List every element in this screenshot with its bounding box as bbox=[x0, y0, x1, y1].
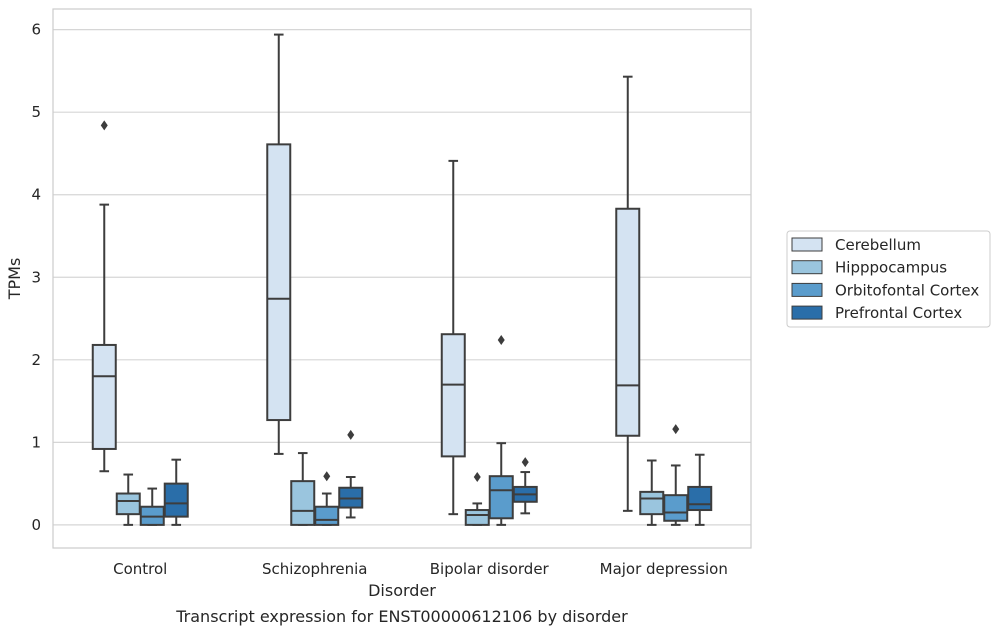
box-prefrontal-cortex-2 bbox=[512, 457, 538, 515]
box-iqr bbox=[266, 143, 292, 422]
box-iqr bbox=[464, 509, 490, 526]
legend-swatch bbox=[791, 260, 823, 275]
box-iqr bbox=[290, 480, 316, 526]
legend-label: Prefrontal Cortex bbox=[835, 304, 962, 322]
legend-label: Orbitofontal Cortex bbox=[835, 281, 979, 299]
x-tick-label: Major depression bbox=[600, 560, 728, 578]
legend-swatch bbox=[791, 282, 823, 297]
x-axis-ticks: Control Schizophrenia Bipolar disorder Majo… bbox=[113, 560, 728, 578]
legend-label: Hipppocampus bbox=[835, 259, 947, 277]
box-cerebellum-0 bbox=[91, 120, 117, 473]
box-hipppocampus-0 bbox=[115, 473, 141, 526]
x-tick-label: Control bbox=[113, 560, 167, 578]
x-tick-label: Bipolar disorder bbox=[430, 560, 550, 578]
box-iqr bbox=[115, 492, 141, 516]
legend-label: Cerebellum bbox=[835, 236, 921, 254]
chart-caption: Transcript expression for ENST0000061210… bbox=[175, 607, 628, 626]
box-iqr bbox=[91, 343, 117, 450]
box-prefrontal-cortex-1 bbox=[338, 429, 364, 519]
box-orbitofontal-cortex-3 bbox=[663, 424, 689, 526]
box-series-layer bbox=[91, 33, 713, 526]
legend: Cerebellum Hipppocampus Orbitofontal Corte… bbox=[786, 230, 991, 328]
legend-items: Cerebellum Hipppocampus Orbitofontal Corte… bbox=[791, 236, 979, 322]
y-tick-label: 2 bbox=[31, 351, 41, 369]
y-tick-label: 3 bbox=[31, 268, 41, 286]
outlier-point bbox=[100, 120, 108, 131]
box-iqr bbox=[639, 490, 665, 516]
box-iqr bbox=[687, 485, 713, 512]
y-tick-label: 0 bbox=[31, 516, 41, 534]
outlier-point bbox=[672, 424, 680, 435]
box-iqr bbox=[440, 333, 466, 458]
box-hipppocampus-2 bbox=[464, 472, 490, 526]
y-tick-label: 5 bbox=[31, 103, 41, 121]
box-cerebellum-2 bbox=[440, 159, 466, 516]
outlier-point bbox=[323, 471, 331, 482]
box-iqr bbox=[488, 475, 514, 520]
outlier-point bbox=[521, 457, 529, 468]
y-tick-label: 1 bbox=[31, 433, 41, 451]
box-hipppocampus-1 bbox=[290, 452, 316, 526]
outlier-point bbox=[497, 334, 505, 345]
box-iqr bbox=[615, 207, 641, 437]
y-axis-ticks: 0 1 2 3 4 5 6 bbox=[31, 21, 41, 534]
outlier-point bbox=[347, 429, 355, 440]
gridlines bbox=[53, 29, 751, 526]
box-iqr bbox=[163, 482, 189, 518]
box-cerebellum-3 bbox=[615, 75, 641, 512]
box-orbitofontal-cortex-0 bbox=[139, 487, 165, 526]
y-tick-label: 6 bbox=[31, 21, 41, 39]
box-cerebellum-1 bbox=[266, 33, 292, 455]
y-tick-label: 4 bbox=[31, 186, 41, 204]
box-orbitofontal-cortex-1 bbox=[314, 471, 340, 526]
plot-area-frame bbox=[52, 8, 752, 549]
x-axis-label: Disorder bbox=[368, 581, 436, 600]
box-orbitofontal-cortex-2 bbox=[488, 334, 514, 526]
box-prefrontal-cortex-3 bbox=[687, 453, 713, 526]
box-prefrontal-cortex-0 bbox=[163, 458, 189, 526]
outlier-point bbox=[473, 472, 481, 483]
box-iqr bbox=[314, 505, 340, 526]
legend-swatch bbox=[791, 305, 823, 320]
legend-frame bbox=[786, 230, 991, 328]
x-tick-label: Schizophrenia bbox=[262, 560, 367, 578]
box-iqr bbox=[663, 494, 689, 522]
box-hipppocampus-3 bbox=[639, 459, 665, 526]
y-axis-label: TPMs bbox=[5, 258, 24, 301]
legend-swatch bbox=[791, 237, 823, 252]
